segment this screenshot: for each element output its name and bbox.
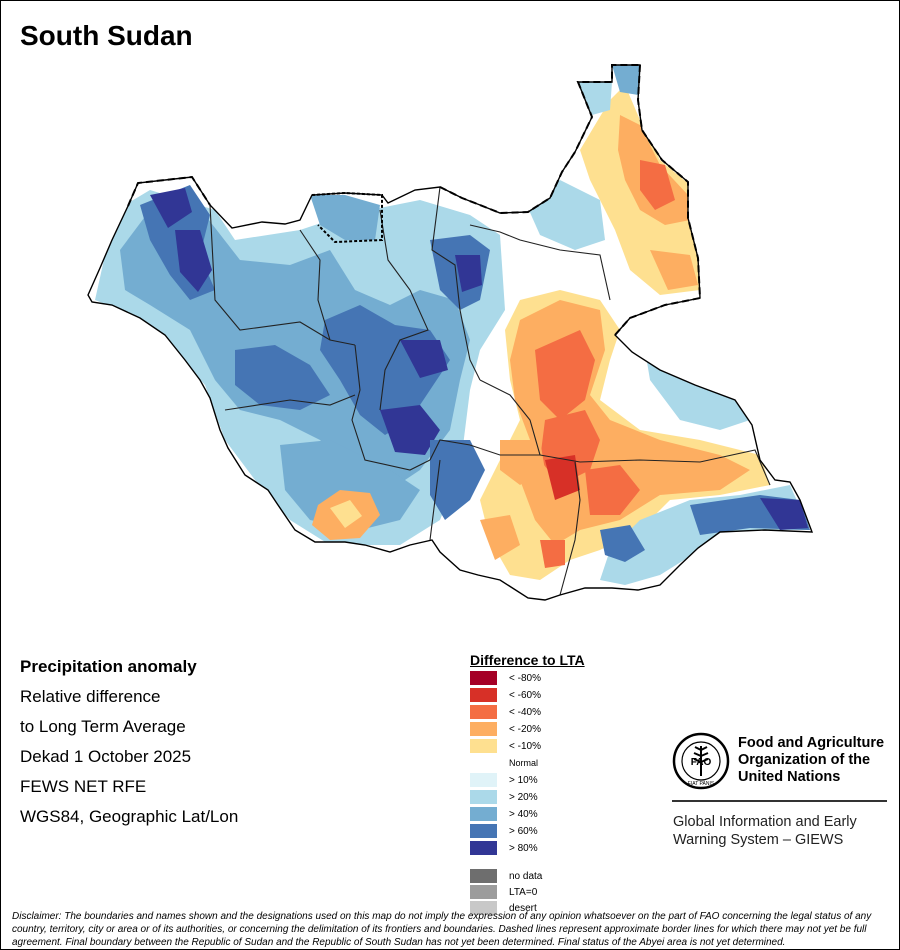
fao-logo-text: FAO [691,757,712,768]
fao-logo-motto: FIAT PANIS [688,781,715,787]
legend-label: LTA=0 [509,886,538,898]
legend-item: < -60% [470,688,541,702]
legend-swatch [470,773,497,787]
org-name-line-2: Organization of the [738,752,871,768]
legend-label: > 10% [509,774,538,786]
disputed-border-west [127,175,211,207]
legend-swatch [470,869,497,883]
legend-label: < -60% [509,689,541,701]
legend-item: < -10% [470,739,541,753]
legend-swatch [470,688,497,702]
legend-item: > 20% [470,790,538,804]
disclaimer-text: Disclaimer: The boundaries and names sho… [12,911,872,948]
legend-label: > 60% [509,825,538,837]
legend-label: > 20% [509,791,538,803]
legend-normal-label: Normal [509,758,539,768]
map-title: South Sudan [20,20,193,51]
legend-label: > 80% [509,842,538,854]
legend-label: no data [509,870,543,882]
legend-item: no data [470,869,542,883]
org-divider [672,800,887,802]
giews-line-1: Global Information and Early [673,814,857,830]
legend-label: > 40% [509,808,538,820]
precipitation-anomaly-field [88,65,812,600]
legend-label: < -40% [509,706,541,718]
legend-item: < -40% [470,705,541,719]
legend-swatch [470,885,497,899]
state-boundaries [209,186,771,596]
legend-item: < -20% [470,722,541,736]
legend-item: > 10% [470,773,538,787]
info-line-2: to Long Term Average [20,717,186,736]
org-name-line-1: Food and Agriculture [738,735,885,751]
info-line-1: Relative difference [20,687,161,706]
fao-logo-icon: FAO FIAT PANIS [672,732,730,790]
legend-swatch [470,841,497,855]
legend-label: < -10% [509,740,541,752]
legend-item: LTA=0 [470,885,537,899]
legend-item: > 60% [470,824,538,838]
info-line-4: FEWS NET RFE [20,777,147,796]
info-line-3: Dekad 1 October 2025 [20,747,192,766]
legend-item: desert [470,901,537,915]
legend-swatch [470,901,497,915]
legend-item: > 40% [470,807,538,821]
info-heading: Precipitation anomaly [20,657,197,676]
legend-label: < -80% [509,672,541,684]
legend-swatch [470,824,497,838]
legend-title: Difference to LTA [470,652,585,668]
disputed-border-east [614,64,702,336]
legend-swatch [470,807,497,821]
disputed-border-north [439,64,640,215]
anomaly-map [87,64,814,601]
legend-label: desert [509,902,537,914]
legend-swatch [470,790,497,804]
org-name-line-3: United Nations [738,769,841,785]
legend-item: > 80% [470,841,538,855]
legend-swatch [470,722,497,736]
giews-line-2: Warning System – GIEWS [673,832,844,848]
legend-swatch [470,739,497,753]
abyei-area-border [311,191,383,244]
legend-label: < -20% [509,723,541,735]
info-line-5: WGS84, Geographic Lat/Lon [20,807,239,826]
legend-swatch [470,671,497,685]
legend-item: < -80% [470,671,541,685]
legend-swatch [470,705,497,719]
